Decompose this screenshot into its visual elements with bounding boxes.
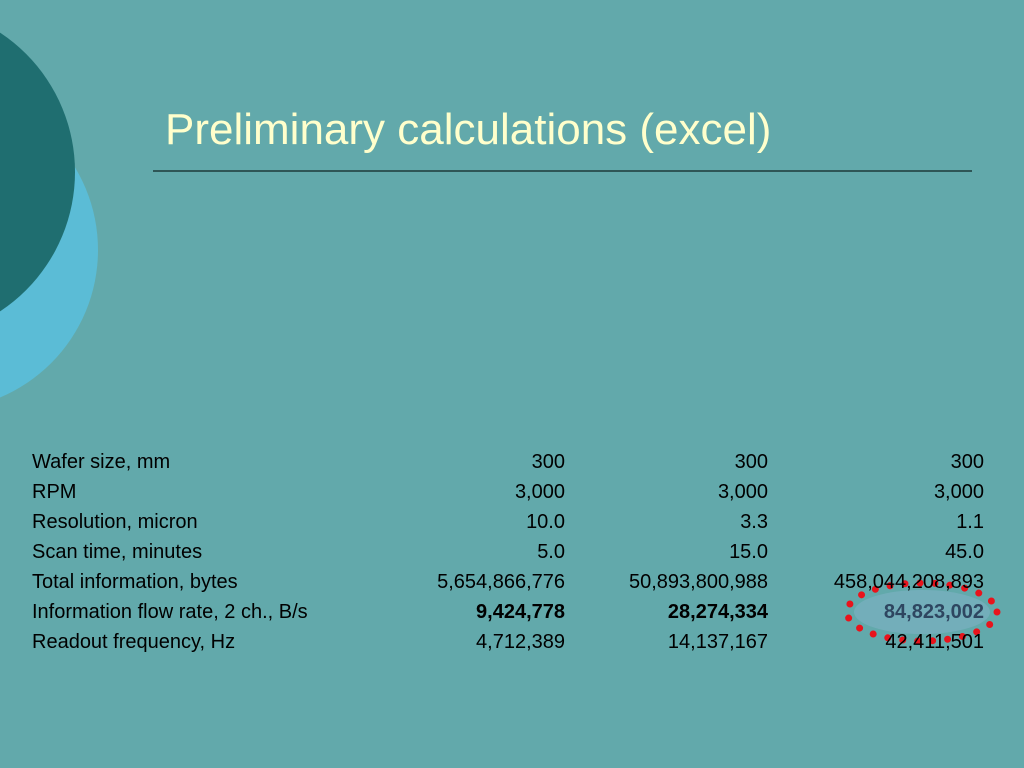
cell-value: 42,411,501 (885, 631, 984, 653)
cell-value: 10.0 (526, 511, 565, 533)
row-label: Resolution, micron (32, 511, 198, 533)
cell-value: 3,000 (934, 481, 984, 503)
data-table: Wafer size, mm 300 300 300 RPM 3,000 3,000 3,00… (32, 451, 984, 653)
cell-value: 4,712,389 (476, 631, 565, 653)
cell-value: 15.0 (729, 541, 768, 563)
cell-value: 1.1 (956, 511, 984, 533)
cell-value: 45.0 (945, 541, 984, 563)
cell-value: 458,044,208,893 (834, 571, 984, 593)
row-label: Scan time, minutes (32, 541, 202, 563)
slide-title: Preliminary calculations (excel) (165, 105, 771, 154)
row-label: Wafer size, mm (32, 451, 170, 473)
cell-value: 300 (735, 451, 768, 473)
cell-value: 50,893,800,988 (629, 571, 768, 593)
cell-value: 84,823,002 (884, 601, 984, 623)
row-label: Total information, bytes (32, 571, 238, 593)
highlight-dotted-ellipse (843, 579, 1001, 645)
highlight-fill (854, 590, 990, 634)
row-label: RPM (32, 481, 76, 503)
cell-value: 300 (532, 451, 565, 473)
cell-value: 3.3 (740, 511, 768, 533)
cell-value: 5,654,866,776 (437, 571, 565, 593)
decor-circle-dark (0, 32, 75, 312)
cell-value: 28,274,334 (668, 601, 769, 623)
cell-value: 9,424,778 (476, 601, 565, 623)
cell-value: 3,000 (718, 481, 768, 503)
cell-value: 14,137,167 (668, 631, 768, 653)
cell-value: 5.0 (537, 541, 565, 563)
cell-value: 3,000 (515, 481, 565, 503)
row-label: Readout frequency, Hz (32, 631, 235, 653)
row-label: Information flow rate, 2 ch., B/s (32, 601, 308, 623)
cell-value: 300 (951, 451, 984, 473)
